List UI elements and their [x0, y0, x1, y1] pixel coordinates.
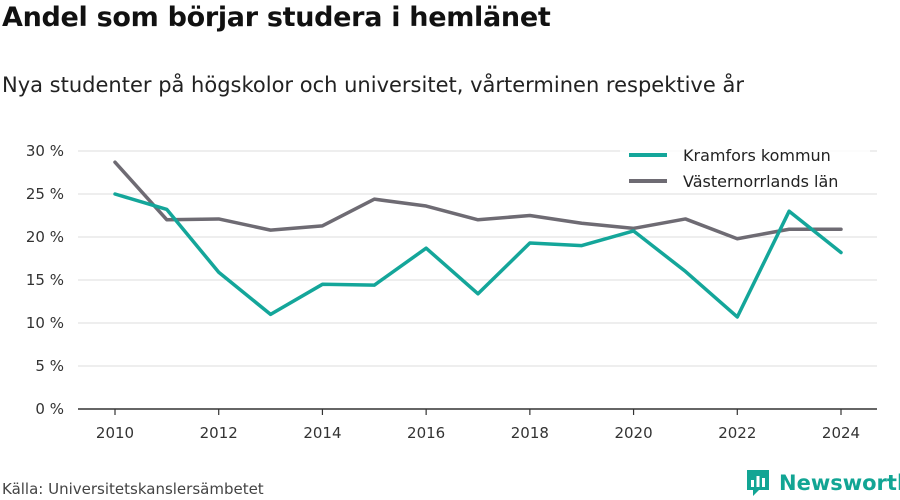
x-tick-label: 2012	[200, 424, 238, 442]
x-tick-label: 2018	[511, 424, 549, 442]
y-tick-label: 20 %	[26, 228, 64, 246]
series-line	[113, 192, 843, 319]
legend-label: Västernorrlands län	[683, 172, 838, 191]
y-tick-label: 0 %	[35, 400, 64, 418]
brand-name: Newsworthy	[779, 471, 900, 495]
legend-label: Kramfors kommun	[683, 146, 831, 165]
legend: Kramfors kommun Västernorrlands län	[620, 141, 870, 193]
series-line	[113, 160, 843, 241]
x-tick-label: 2010	[96, 424, 134, 442]
y-tick-label: 15 %	[26, 271, 64, 289]
newsworthy-logo-icon	[747, 470, 769, 496]
chart-title: Andel som börjar studera i hemlänet	[2, 2, 551, 33]
series-lines	[113, 160, 843, 319]
x-tick-label: 2020	[614, 424, 652, 442]
x-tick-label: 2014	[303, 424, 341, 442]
y-tick-label: 30 %	[26, 142, 64, 160]
y-tick-label: 5 %	[35, 357, 64, 375]
x-axis-ticks: 2010 2012 2014 2016 2018 2020 2022 2024	[96, 409, 860, 442]
source-note: Källa: Universitetskanslersämbetet	[2, 480, 264, 498]
y-axis-ticks: 0 % 5 % 10 % 15 % 20 % 25 % 30 %	[26, 142, 64, 418]
x-tick-label: 2016	[407, 424, 445, 442]
x-tick-label: 2024	[822, 424, 860, 442]
y-tick-label: 10 %	[26, 314, 64, 332]
x-tick-label: 2022	[718, 424, 756, 442]
y-tick-label: 25 %	[26, 185, 64, 203]
brand-logo[interactable]: Newsworthy	[745, 468, 900, 498]
chart-subtitle: Nya studenter på högskolor och universit…	[2, 73, 744, 97]
